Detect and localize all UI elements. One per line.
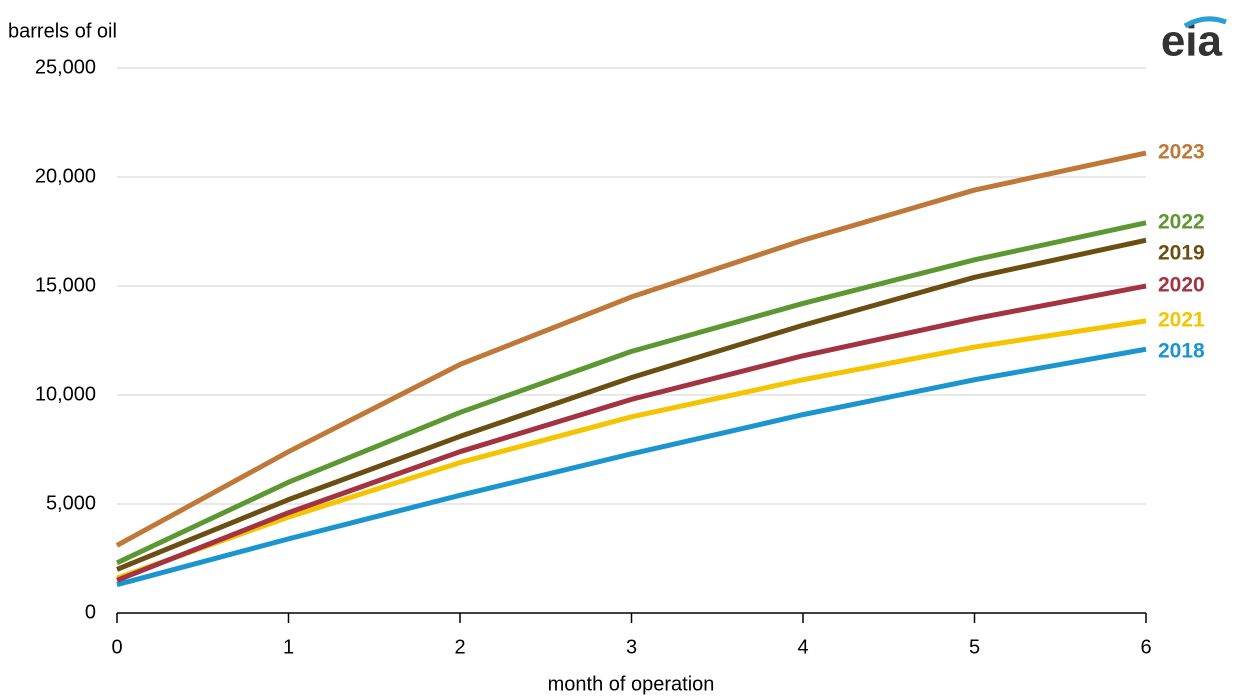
series-label: 2018 [1158, 339, 1205, 362]
y-tick-label: 0 [85, 601, 96, 623]
y-tick-label: 25,000 [35, 56, 96, 78]
series-line [116, 283, 1147, 583]
x-axis-title: month of operation [548, 673, 715, 695]
series-line [116, 346, 1147, 588]
y-tick-label: 15,000 [35, 274, 96, 296]
x-tick-label: 1 [283, 636, 294, 658]
series-label: 2019 [1158, 241, 1205, 264]
series-label: 2021 [1158, 308, 1205, 331]
series-line [115, 150, 1147, 548]
series-line [115, 220, 1147, 566]
y-tick-label: 20,000 [35, 165, 96, 187]
series-label: 2022 [1158, 210, 1205, 233]
logo-swoosh [1183, 16, 1227, 29]
x-tick-label: 4 [797, 636, 808, 658]
series-line [116, 318, 1147, 581]
y-tick-label: 10,000 [35, 383, 96, 405]
y-tick-label: 5,000 [46, 492, 96, 514]
series-label: 2020 [1158, 274, 1205, 297]
series-line [116, 237, 1147, 572]
x-tick-label: 6 [1140, 636, 1151, 658]
x-tick-label: 2 [454, 636, 465, 658]
x-tick-label: 0 [111, 636, 122, 658]
series-label: 2023 [1158, 141, 1205, 164]
x-tick-label: 3 [626, 636, 637, 658]
y-axis-title: barrels of oil [8, 20, 117, 42]
x-tick-label: 5 [969, 636, 980, 658]
